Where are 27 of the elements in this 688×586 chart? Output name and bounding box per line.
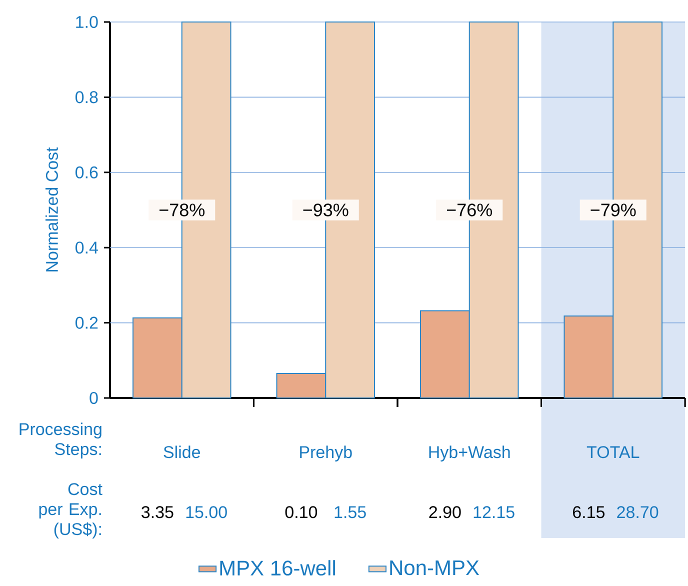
y-tick-label: 0.4 bbox=[76, 242, 98, 254]
annotation: −76% bbox=[447, 204, 492, 216]
text: 1.55 bbox=[334, 506, 366, 518]
y-tick-label: 0.2 bbox=[76, 316, 98, 329]
text: Cost per Exp. (US$): bbox=[39, 483, 102, 538]
x-tick-label: TOTAL bbox=[586, 446, 640, 458]
annotation: −79% bbox=[590, 204, 636, 216]
y-tick-label: 0.6 bbox=[76, 166, 98, 178]
y-tick-label: 0.8 bbox=[76, 91, 98, 104]
text: 2.90 bbox=[429, 506, 461, 518]
legend-label: MPX 16-well bbox=[220, 560, 335, 576]
text: 0.10 bbox=[285, 506, 318, 518]
legend-label: Non-MPX bbox=[390, 560, 480, 576]
text: 3.35 bbox=[142, 506, 174, 518]
y-tick-label: 0 bbox=[90, 392, 98, 404]
x-axis-title: Processing Steps: bbox=[20, 422, 102, 459]
annotation: −93% bbox=[303, 204, 348, 216]
text: 6.15 bbox=[573, 506, 605, 518]
text: 28.70 bbox=[617, 506, 658, 518]
text: 12.15 bbox=[474, 506, 514, 518]
y-tick-label: 1.0 bbox=[76, 16, 98, 28]
x-tick-label: Slide bbox=[164, 446, 200, 458]
x-tick-label: Prehyb bbox=[300, 446, 352, 462]
annotation: −78% bbox=[160, 204, 205, 216]
x-tick-label: Hyb+Wash bbox=[429, 446, 510, 462]
y-axis-title: Normalized Cost bbox=[46, 147, 58, 272]
text: 15.00 bbox=[186, 506, 227, 518]
